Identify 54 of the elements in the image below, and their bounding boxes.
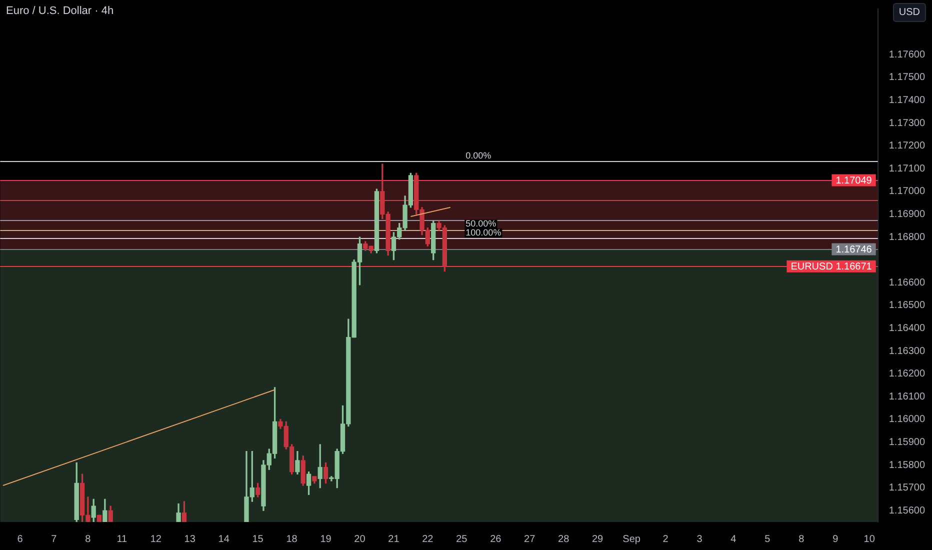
x-tick-label: 2	[662, 534, 669, 545]
x-tick-label: 15	[252, 534, 264, 545]
y-tick-label: 1.17500	[888, 72, 926, 84]
y-tick-label: 1.16100	[888, 391, 926, 402]
x-tick-label: 28	[558, 534, 570, 545]
y-tick-label: 1.15900	[888, 436, 926, 448]
x-tick-label: 29	[592, 534, 604, 545]
annotation: 100.00%	[466, 227, 502, 238]
annotation: 50.00%	[466, 218, 496, 229]
x-tick-label: 18	[286, 534, 298, 545]
x-tick-label: 22	[422, 534, 434, 545]
y-tick-label: 1.16200	[888, 368, 926, 380]
y-tick-label: 1.15700	[888, 482, 926, 494]
x-tick-label: 8	[798, 534, 805, 545]
y-tick-label: 1.16800	[888, 232, 926, 243]
y-tick-label: 1.15600	[888, 505, 926, 516]
x-tick-label: 20	[354, 534, 366, 545]
x-tick-label: 12	[150, 534, 162, 545]
y-tick-label: 1.17000	[888, 186, 926, 198]
x-tick-label: 11	[116, 534, 128, 545]
x-tick-label: Sep	[622, 534, 641, 545]
x-tick-label: 26	[490, 534, 502, 545]
x-tick-label: 10	[864, 534, 876, 545]
x-tick-label: 3	[696, 534, 703, 545]
annotation: 0.00%	[466, 150, 492, 160]
y-tick-label: 1.17200	[888, 140, 926, 152]
y-tick-label: 1.16400	[888, 322, 926, 334]
x-tick-label: 5	[764, 534, 771, 545]
y-tick-label: 1.16300	[888, 346, 926, 357]
x-tick-label: 6	[17, 534, 24, 545]
x-tick-label: 4	[730, 534, 737, 545]
y-tick-label: 1.16500	[888, 300, 926, 312]
y-tick-label: 1.17600	[888, 49, 926, 60]
x-tick-label: 8	[85, 534, 92, 545]
y-tick-label: 1.15800	[888, 460, 926, 471]
x-tick-label: 13	[184, 534, 196, 545]
y-tick-label: 1.16600	[888, 277, 926, 288]
x-tick-label: 14	[218, 534, 230, 545]
y-tick-label: 1.17400	[888, 94, 926, 106]
ref-line-label: 1.17049	[836, 175, 872, 186]
chart-title: Euro / U.S. Dollar · 4h	[6, 5, 114, 17]
y-tick-label: 1.17300	[888, 118, 926, 129]
x-tick-label: 27	[524, 534, 536, 545]
y-tick-label: 1.16900	[888, 208, 926, 220]
y-axis-title: USD	[892, 3, 926, 22]
x-tick-label: 19	[320, 534, 332, 545]
y-tick-label: 1.17100	[888, 163, 926, 174]
x-tick-label: 7	[51, 534, 58, 545]
x-tick-label: 21	[388, 534, 400, 545]
x-tick-label: 9	[832, 534, 839, 545]
x-tick-label: 25	[456, 534, 468, 545]
ref-line-label: EURUSD 1.16671	[790, 262, 872, 273]
y-tick-label: 1.16000	[888, 414, 926, 426]
ref-line-label: 1.16746	[836, 244, 872, 256]
